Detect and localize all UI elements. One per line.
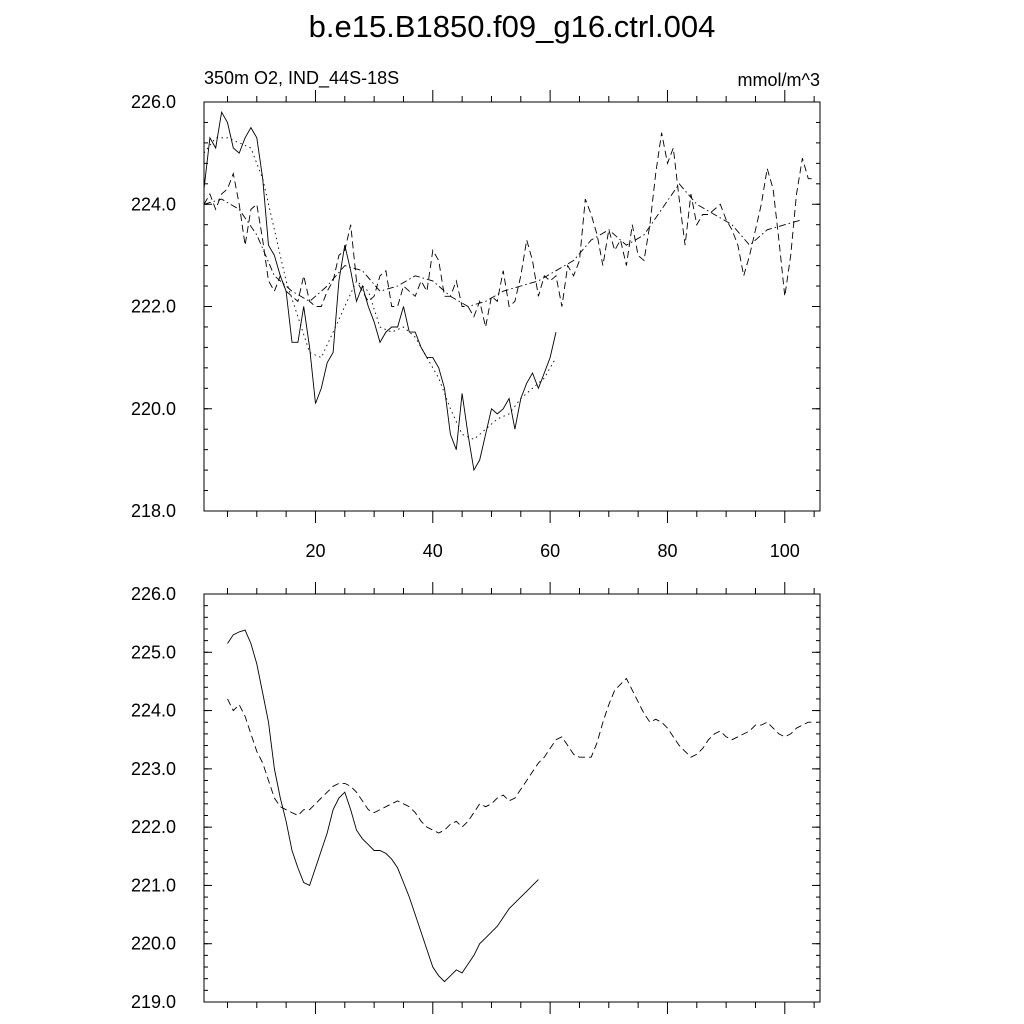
bottom-y-tick-label: 220.0 (131, 934, 176, 954)
top-panel: 350m O2, IND_44S-18S mmol/m^3 218.0 220.0… (131, 68, 821, 561)
top-series-dashdot-line (203, 183, 803, 307)
top-y-tick-label: 218.0 (131, 501, 176, 521)
top-y-tick-label: 222.0 (131, 297, 176, 317)
top-y-tick-label: 220.0 (131, 399, 176, 419)
top-y-tick-label: 226.0 (131, 92, 176, 112)
top-panel-ticks: 218.0 220.0 222.0 224.0 226.0 20 40 60 80 100 (131, 90, 820, 561)
top-y-tick-label: 224.0 (131, 194, 176, 214)
bottom-panel: 219.0 220.0 221.0 222.0 223.0 224.0 225.0 226.0 (131, 582, 821, 1014)
top-x-tick-label: 40 (423, 541, 443, 561)
bottom-y-tick-label: 219.0 (131, 992, 176, 1012)
top-panel-units-label: mmol/m^3 (738, 70, 820, 90)
top-x-tick-label: 100 (770, 541, 800, 561)
top-panel-frame (203, 101, 821, 512)
bottom-y-tick-label: 222.0 (131, 817, 176, 837)
bottom-panel-frame (203, 593, 821, 1003)
top-panel-series (203, 110, 815, 472)
bottom-series-dash-line (227, 677, 815, 834)
bottom-y-tick-label: 225.0 (131, 642, 176, 662)
top-series-dash-line (203, 132, 815, 328)
chart-title: b.e15.B1850.f09_g16.ctrl.004 (309, 9, 716, 44)
top-panel-subtitle-left: 350m O2, IND_44S-18S (204, 68, 399, 89)
top-series-dot-line (203, 137, 557, 440)
top-x-tick-label: 20 (305, 541, 325, 561)
top-x-tick-label: 60 (540, 541, 560, 561)
bottom-y-tick-label: 224.0 (131, 701, 176, 721)
top-series-solid-line (203, 110, 557, 472)
bottom-y-tick-label: 221.0 (131, 875, 176, 895)
bottom-y-tick-label: 226.0 (131, 584, 176, 604)
bottom-y-tick-label: 223.0 (131, 759, 176, 779)
bottom-series-solid-line (227, 629, 539, 983)
bottom-panel-series (227, 629, 815, 983)
top-x-tick-label: 80 (657, 541, 677, 561)
bottom-panel-ticks: 219.0 220.0 221.0 222.0 223.0 224.0 225.0 226.0 (131, 582, 820, 1014)
